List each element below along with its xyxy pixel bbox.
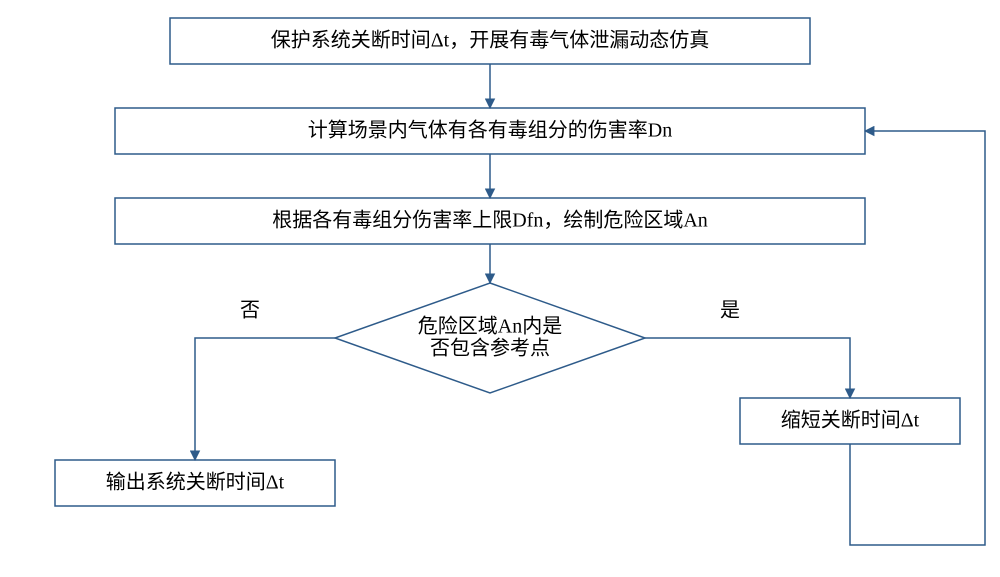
node-yes_box-label: 缩短关断时间Δt bbox=[781, 409, 920, 432]
node-step1-label: 保护系统关断时间Δt，开展有毒气体泄漏动态仿真 bbox=[271, 29, 709, 52]
node-step2: 计算场景内气体有各有毒组分的伤害率Dn bbox=[115, 108, 865, 154]
edge-5 bbox=[850, 131, 985, 545]
node-no_box: 输出系统关断时间Δt bbox=[55, 460, 335, 506]
node-step3: 根据各有毒组分伤害率上限Dfn，绘制危险区域An bbox=[115, 198, 865, 244]
node-decision: 危险区域An内是否包含参考点 bbox=[335, 283, 645, 393]
node-yes_box: 缩短关断时间Δt bbox=[740, 398, 960, 444]
node-step1: 保护系统关断时间Δt，开展有毒气体泄漏动态仿真 bbox=[170, 18, 810, 64]
edge-4 bbox=[645, 338, 850, 398]
node-decision-line-0: 危险区域An内是 bbox=[418, 315, 562, 338]
label-no: 否 bbox=[240, 300, 260, 322]
node-step3-label: 根据各有毒组分伤害率上限Dfn，绘制危险区域An bbox=[272, 209, 708, 232]
node-decision-line-1: 否包含参考点 bbox=[430, 337, 550, 360]
node-step2-label: 计算场景内气体有各有毒组分的伤害率Dn bbox=[308, 119, 672, 142]
edge-3 bbox=[195, 338, 335, 460]
label-yes: 是 bbox=[720, 300, 740, 322]
node-no_box-label: 输出系统关断时间Δt bbox=[106, 471, 285, 494]
